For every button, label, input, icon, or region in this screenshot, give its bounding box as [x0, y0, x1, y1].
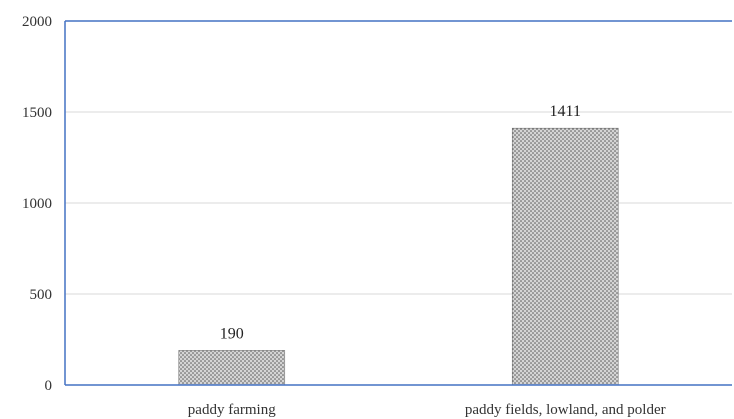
bar [178, 350, 286, 386]
x-category-label: paddy fields, lowland, and polder [465, 402, 666, 418]
gridlines [65, 111, 732, 295]
y-tick-label: 1500 [22, 105, 52, 121]
plot-frame [64, 20, 732, 386]
data-label: 190 [220, 325, 244, 342]
y-tick-label: 1000 [22, 196, 52, 212]
data-labels: 190 1411 [220, 103, 581, 342]
y-tick-label: 500 [30, 287, 53, 303]
y-tick-label: 2000 [22, 14, 52, 30]
bar [511, 127, 619, 386]
bars [178, 127, 619, 386]
x-axis-categories: paddy farming paddy fields, lowland, and … [188, 402, 666, 418]
data-label: 1411 [550, 103, 581, 120]
y-tick-label: 0 [45, 378, 53, 394]
y-axis-ticks: 0 500 1000 1500 2000 [22, 14, 52, 394]
x-category-label: paddy farming [188, 402, 276, 418]
